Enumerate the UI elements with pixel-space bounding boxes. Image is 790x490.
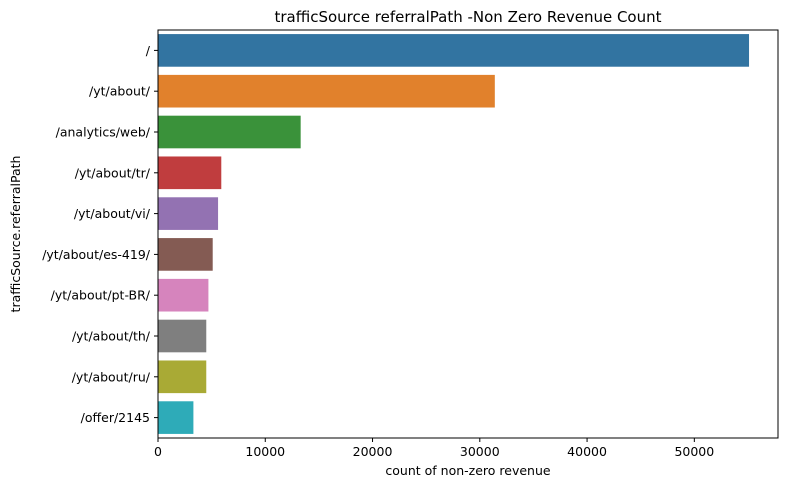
y-tick-label: /yt/about/th/ bbox=[72, 329, 151, 344]
y-tick-label: /analytics/web/ bbox=[56, 125, 151, 140]
x-tick-label: 0 bbox=[154, 444, 162, 459]
y-tick-label: /yt/about/ru/ bbox=[72, 369, 151, 384]
chart-title: trafficSource referralPath -Non Zero Rev… bbox=[274, 8, 661, 26]
y-tick-label: / bbox=[146, 43, 151, 58]
y-tick-label: /yt/about/es-419/ bbox=[42, 247, 151, 262]
plot-frame bbox=[157, 29, 779, 439]
y-tick-label: /yt/about/tr/ bbox=[75, 165, 151, 180]
bar-0 bbox=[158, 34, 750, 67]
x-tick-label: 30000 bbox=[460, 444, 500, 459]
y-axis-label: trafficSource.referralPath bbox=[8, 156, 23, 313]
bar-1 bbox=[158, 74, 495, 108]
x-tick-label: 50000 bbox=[674, 444, 714, 459]
bar-3 bbox=[158, 156, 222, 190]
y-tick-label: /yt/about/pt-BR/ bbox=[51, 288, 151, 303]
bar-5 bbox=[158, 238, 213, 271]
bar-9 bbox=[158, 401, 194, 434]
bar-6 bbox=[158, 278, 209, 312]
x-axis-ticks: 0 10000 20000 30000 40000 50000 bbox=[154, 438, 714, 459]
y-tick-label: /offer/2145 bbox=[81, 410, 150, 425]
y-tick-label: /yt/about/vi/ bbox=[74, 206, 151, 221]
x-tick-label: 10000 bbox=[245, 444, 285, 459]
y-axis-ticks: / /yt/about/ /analytics/web/ /yt/about/tr/ /… bbox=[42, 43, 158, 425]
bar-2 bbox=[158, 115, 301, 149]
x-tick-label: 20000 bbox=[353, 444, 393, 459]
x-axis-label: count of non-zero revenue bbox=[385, 463, 550, 478]
bars-group bbox=[158, 34, 750, 434]
bar-4 bbox=[158, 197, 219, 230]
x-tick-label: 40000 bbox=[567, 444, 607, 459]
y-tick-label: /yt/about/ bbox=[89, 84, 151, 99]
bar-8 bbox=[158, 360, 207, 394]
bar-7 bbox=[158, 319, 207, 353]
